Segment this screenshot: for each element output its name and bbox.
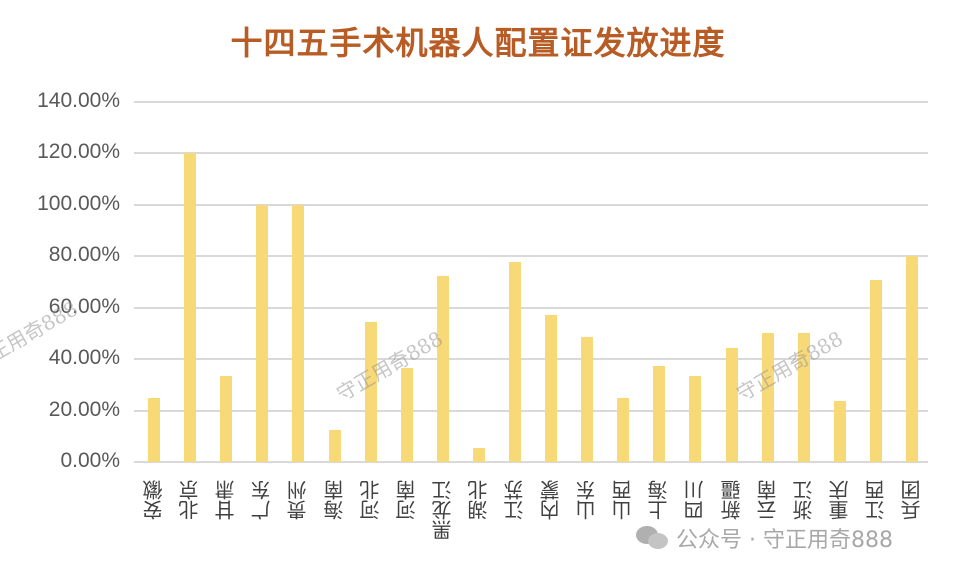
y-tick-label: 60.00%	[48, 294, 120, 318]
bar	[220, 376, 233, 462]
x-tick-label: 山西	[611, 480, 636, 520]
x-tick-label: 安徽	[142, 480, 167, 520]
bar	[869, 280, 882, 462]
x-tick-label: 黑龙江	[430, 480, 455, 540]
x-tick-label: 广东	[250, 480, 275, 520]
bar	[761, 333, 774, 462]
bar	[184, 153, 197, 462]
bar	[797, 333, 810, 462]
x-tick-label: 重庆	[827, 480, 852, 520]
x-tick-label: 山东	[575, 480, 600, 520]
x-tick-label: 江西	[863, 480, 888, 520]
bar	[545, 315, 558, 462]
bar	[364, 321, 377, 462]
y-tick-label: 140.00%	[37, 89, 120, 112]
bar	[436, 276, 449, 462]
bar	[292, 204, 305, 462]
bar	[508, 261, 521, 462]
gridline	[134, 306, 928, 309]
bar	[581, 337, 594, 462]
bar	[905, 256, 918, 462]
bar	[653, 365, 666, 462]
footer-attribution: 公众号 · 守正用奇888	[636, 522, 893, 554]
x-tick-label: 甘肃	[214, 480, 239, 520]
x-tick-label: 北京	[178, 480, 203, 520]
y-tick-label: 100.00%	[37, 191, 120, 215]
bar	[617, 397, 630, 462]
x-tick-label: 河南	[394, 480, 419, 520]
bar	[472, 447, 485, 462]
gridline	[134, 101, 928, 103]
x-tick-label: 江苏	[502, 480, 527, 520]
y-tick-label: 80.00%	[48, 243, 120, 267]
chart-title: 十四五手术机器人配置证发放进度	[230, 24, 726, 62]
bar	[328, 429, 341, 462]
footer-text: 公众号 · 守正用奇888	[676, 528, 893, 553]
x-tick-label: 内蒙	[539, 480, 564, 520]
x-tick-label: 浙江	[791, 480, 816, 520]
x-tick-label: 河北	[358, 480, 383, 520]
x-tick-label: 兵团	[899, 480, 924, 520]
x-tick-label: 贵州	[286, 480, 311, 520]
x-tick-label: 云南	[755, 480, 780, 520]
y-tick-label: 0.00%	[60, 449, 120, 472]
x-tick-label: 四川	[683, 480, 708, 520]
x-tick-label: 湖北	[466, 480, 491, 520]
bar	[833, 400, 846, 462]
y-tick-label: 20.00%	[48, 397, 120, 421]
gridline	[134, 203, 928, 206]
gridline	[134, 461, 928, 463]
gridline	[134, 409, 928, 412]
bar	[148, 397, 161, 462]
x-tick-label: 海南	[322, 480, 347, 520]
bar	[689, 376, 702, 462]
gridline	[134, 152, 928, 155]
gridline	[134, 255, 928, 258]
gridline	[134, 358, 928, 361]
y-tick-label: 120.00%	[37, 140, 120, 164]
bar	[725, 347, 738, 462]
wechat-icon	[636, 526, 670, 550]
x-tick-label: 新疆	[719, 480, 744, 520]
x-tick-label: 上海	[647, 480, 672, 520]
bar	[256, 204, 269, 462]
y-tick-label: 40.00%	[48, 346, 120, 370]
bar	[400, 368, 413, 462]
